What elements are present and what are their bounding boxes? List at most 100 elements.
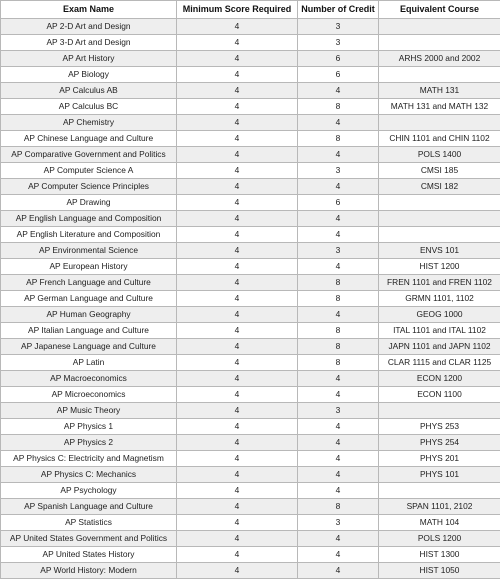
equivalent-course-cell: POLS 1200 — [379, 531, 500, 547]
equivalent-course-cell: CHIN 1101 and CHIN 1102 — [379, 131, 500, 147]
exam-name-cell: AP Spanish Language and Culture — [1, 499, 177, 515]
number-of-credit-cell: 8 — [298, 99, 379, 115]
header-exam-name: Exam Name — [1, 1, 177, 19]
equivalent-course-cell — [379, 67, 500, 83]
equivalent-course-cell: ARHS 2000 and 2002 — [379, 51, 500, 67]
equivalent-course-cell: PHYS 254 — [379, 435, 500, 451]
exam-name-cell: AP United States History — [1, 547, 177, 563]
number-of-credit-cell: 3 — [298, 19, 379, 35]
number-of-credit-cell: 4 — [298, 227, 379, 243]
number-of-credit-cell: 8 — [298, 339, 379, 355]
number-of-credit-cell: 6 — [298, 195, 379, 211]
minimum-score-cell: 4 — [177, 35, 298, 51]
equivalent-course-cell: ENVS 101 — [379, 243, 500, 259]
minimum-score-cell: 4 — [177, 227, 298, 243]
exam-name-cell: AP Japanese Language and Culture — [1, 339, 177, 355]
equivalent-course-cell — [379, 195, 500, 211]
exam-name-cell: AP German Language and Culture — [1, 291, 177, 307]
minimum-score-cell: 4 — [177, 19, 298, 35]
minimum-score-cell: 4 — [177, 83, 298, 99]
minimum-score-cell: 4 — [177, 483, 298, 499]
exam-name-cell: AP Latin — [1, 355, 177, 371]
number-of-credit-cell: 8 — [298, 131, 379, 147]
minimum-score-cell: 4 — [177, 243, 298, 259]
exam-name-cell: AP United States Government and Politics — [1, 531, 177, 547]
number-of-credit-cell: 4 — [298, 259, 379, 275]
number-of-credit-cell: 4 — [298, 483, 379, 499]
minimum-score-cell: 4 — [177, 339, 298, 355]
exam-name-cell: AP Calculus AB — [1, 83, 177, 99]
number-of-credit-cell: 4 — [298, 307, 379, 323]
equivalent-course-cell: ITAL 1101 and ITAL 1102 — [379, 323, 500, 339]
exam-name-cell: AP Italian Language and Culture — [1, 323, 177, 339]
equivalent-course-cell: FREN 1101 and FREN 1102 — [379, 275, 500, 291]
equivalent-course-cell — [379, 227, 500, 243]
equivalent-course-cell: HIST 1050 — [379, 563, 500, 579]
minimum-score-cell: 4 — [177, 179, 298, 195]
equivalent-course-cell — [379, 483, 500, 499]
number-of-credit-cell: 4 — [298, 467, 379, 483]
number-of-credit-cell: 4 — [298, 547, 379, 563]
number-of-credit-cell: 3 — [298, 403, 379, 419]
number-of-credit-cell: 3 — [298, 163, 379, 179]
minimum-score-cell: 4 — [177, 531, 298, 547]
number-of-credit-cell: 8 — [298, 275, 379, 291]
exam-name-cell: AP Microeconomics — [1, 387, 177, 403]
exam-name-cell: AP French Language and Culture — [1, 275, 177, 291]
number-of-credit-cell: 4 — [298, 371, 379, 387]
equivalent-course-cell: GEOG 1000 — [379, 307, 500, 323]
table-row: AP United States Government and Politics… — [1, 531, 500, 547]
number-of-credit-cell: 4 — [298, 419, 379, 435]
equivalent-course-cell: SPAN 1101, 2102 — [379, 499, 500, 515]
equivalent-course-cell: CMSI 185 — [379, 163, 500, 179]
exam-name-cell: AP Physics C: Electricity and Magnetism — [1, 451, 177, 467]
equivalent-course-cell: HIST 1300 — [379, 547, 500, 563]
minimum-score-cell: 4 — [177, 371, 298, 387]
number-of-credit-cell: 4 — [298, 435, 379, 451]
equivalent-course-cell: CMSI 182 — [379, 179, 500, 195]
number-of-credit-cell: 8 — [298, 323, 379, 339]
minimum-score-cell: 4 — [177, 275, 298, 291]
exam-name-cell: AP Psychology — [1, 483, 177, 499]
minimum-score-cell: 4 — [177, 163, 298, 179]
minimum-score-cell: 4 — [177, 499, 298, 515]
minimum-score-cell: 4 — [177, 435, 298, 451]
exam-name-cell: AP Statistics — [1, 515, 177, 531]
number-of-credit-cell: 6 — [298, 67, 379, 83]
number-of-credit-cell: 4 — [298, 451, 379, 467]
number-of-credit-cell: 4 — [298, 83, 379, 99]
minimum-score-cell: 4 — [177, 211, 298, 227]
equivalent-course-cell: CLAR 1115 and CLAR 1125 — [379, 355, 500, 371]
number-of-credit-cell: 8 — [298, 499, 379, 515]
exam-name-cell: AP Environmental Science — [1, 243, 177, 259]
exam-name-cell: AP Biology — [1, 67, 177, 83]
number-of-credit-cell: 4 — [298, 179, 379, 195]
equivalent-course-cell: ECON 1100 — [379, 387, 500, 403]
minimum-score-cell: 4 — [177, 467, 298, 483]
minimum-score-cell: 4 — [177, 451, 298, 467]
exam-name-cell: AP Comparative Government and Politics — [1, 147, 177, 163]
header-number-of-credit: Number of Credit — [298, 1, 379, 19]
minimum-score-cell: 4 — [177, 547, 298, 563]
minimum-score-cell: 4 — [177, 259, 298, 275]
